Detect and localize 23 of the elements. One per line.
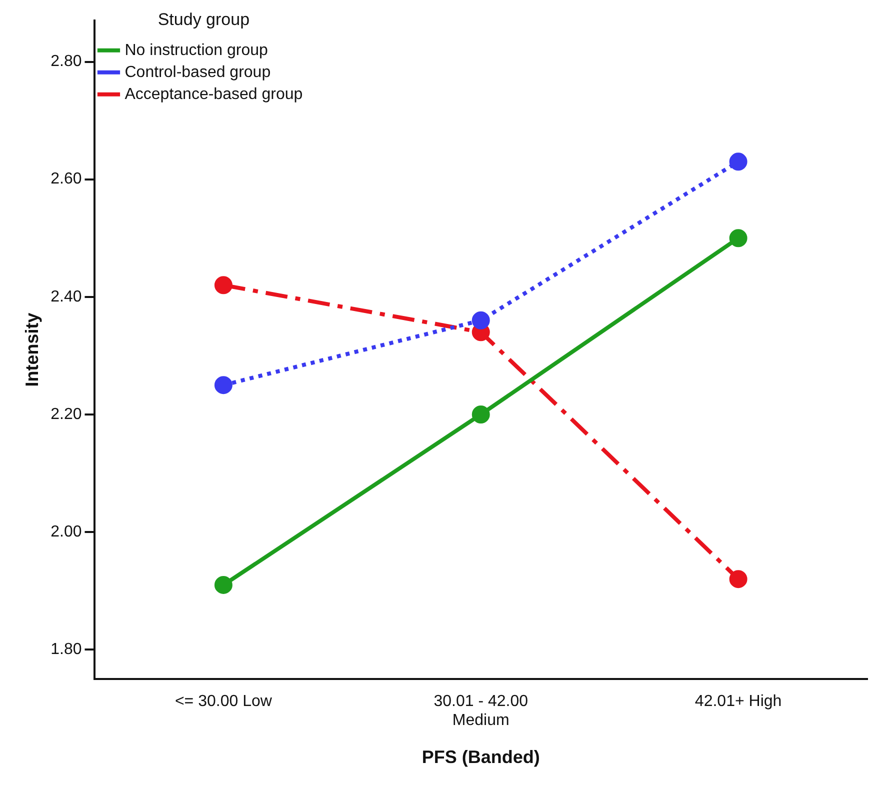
y-tick-label: 1.80	[50, 641, 82, 658]
legend-label: Control-based group	[124, 64, 271, 81]
y-tick-label: 2.60	[50, 170, 82, 188]
y-tick-label: 2.00	[50, 523, 82, 540]
x-axis-title: PFS (Banded)	[422, 747, 540, 768]
x-tick-label: 42.01+ High	[694, 693, 782, 710]
x-tick-label: <= 30.00 Low	[174, 693, 272, 710]
point	[729, 229, 748, 248]
x-tick-label: 30.01 - 42.00 Medium	[434, 693, 528, 730]
legend-title: Study group	[158, 10, 250, 30]
y-tick-label: 2.20	[50, 406, 82, 423]
point	[214, 376, 232, 394]
legend-label: Acceptance-based group	[124, 86, 303, 103]
point	[214, 576, 232, 594]
point	[472, 405, 490, 424]
y-tick-label: 2.80	[50, 53, 82, 70]
point	[214, 276, 232, 294]
y-axis-title: Intensity	[22, 312, 42, 387]
point	[729, 152, 748, 171]
y-tick-label: 2.40	[50, 288, 82, 306]
legend-label: No instruction group	[124, 42, 268, 59]
point	[472, 311, 490, 330]
point	[729, 570, 748, 588]
